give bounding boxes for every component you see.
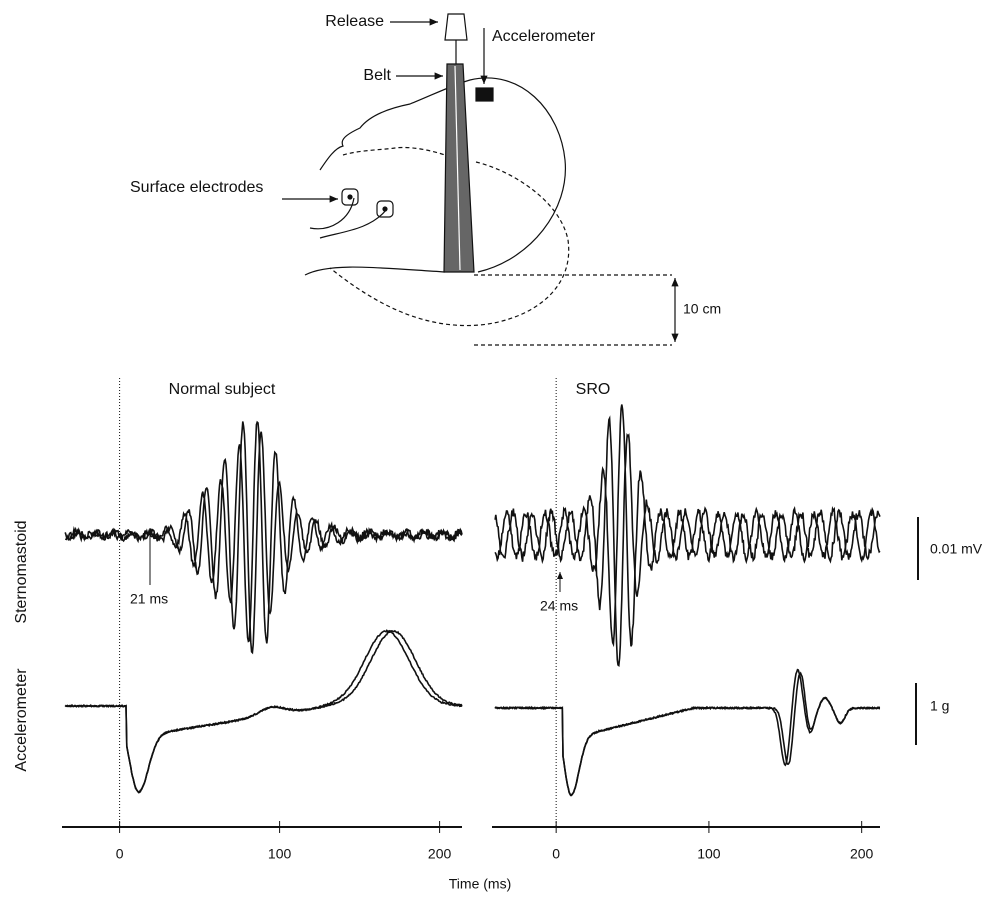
tick-label: 100 — [268, 846, 292, 862]
tick-label: 0 — [552, 846, 560, 862]
scale-label: 1 g — [930, 698, 949, 714]
accelerometer — [475, 87, 494, 102]
electrode-dot — [382, 206, 388, 212]
row-label: Accelerometer — [13, 668, 30, 772]
electrode — [341, 188, 359, 206]
row-label: Sternomastoid — [13, 520, 30, 623]
head-outline — [319, 77, 566, 273]
label: Surface electrodes — [130, 179, 263, 196]
label: Accelerometer — [492, 28, 596, 45]
scale-label: 0.01 mV — [930, 541, 983, 557]
electrode-dot — [347, 194, 353, 200]
tick-label: 100 — [697, 846, 721, 862]
body-outline — [329, 146, 570, 327]
emg-trace — [64, 421, 463, 655]
chin-outline — [304, 266, 446, 276]
acc-trace — [64, 629, 463, 794]
tick-label: 200 — [850, 846, 874, 862]
tick-label: 200 — [428, 846, 452, 862]
onset-label: 24 ms — [540, 598, 578, 614]
label: Belt — [363, 67, 391, 84]
tick-label: 0 — [116, 846, 124, 862]
acc-trace — [494, 671, 880, 797]
electrode — [376, 200, 394, 218]
label: Release — [325, 13, 384, 30]
acc-trace — [64, 629, 463, 793]
emg-trace — [494, 415, 881, 667]
label: 10 cm — [683, 301, 721, 317]
electrode-wires — [309, 197, 387, 239]
emg-trace — [65, 420, 463, 644]
belt-stripe — [454, 65, 461, 271]
onset-label: 21 ms — [130, 591, 168, 607]
panel-title: SRO — [576, 381, 611, 398]
panel-title: Normal subject — [169, 381, 276, 398]
emg-trace — [494, 404, 881, 648]
acc-trace — [494, 668, 881, 796]
x-axis-label: Time (ms) — [449, 876, 511, 892]
diagram — [282, 13, 679, 346]
release — [444, 13, 468, 41]
belt — [443, 63, 475, 273]
